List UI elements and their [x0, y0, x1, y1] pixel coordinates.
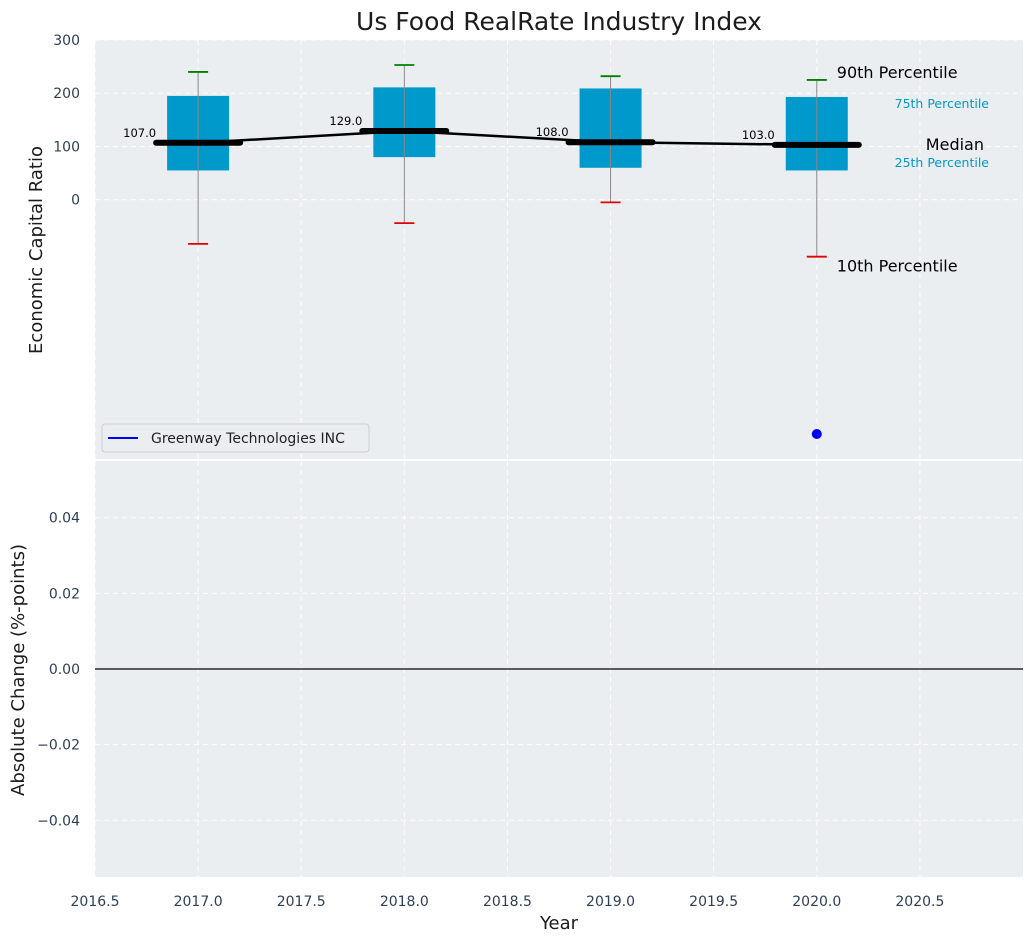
x-tick-label: 2018.5	[483, 894, 532, 910]
top-panel-background	[95, 40, 1023, 459]
top-panel: 300 200 100 0 107.0 129.0 108.0 103.0 90th Per…	[26, 33, 1023, 459]
p75-annotation: 75th Percentile	[895, 96, 990, 111]
median-value-label: 107.0	[123, 126, 156, 140]
box-group: 107.0	[123, 71, 244, 245]
bottom-y-tick-label: 0.04	[49, 511, 80, 527]
top-y-tick-label: 200	[53, 86, 80, 102]
bottom-y-tick-label: −0.02	[37, 738, 80, 754]
top-y-tick-label: 300	[53, 33, 80, 49]
top-y-tick-label: 0	[71, 193, 80, 209]
median-value-label: 103.0	[742, 128, 775, 142]
x-axis-title: Year	[539, 913, 579, 934]
bottom-y-tick-labels: 0.04 0.02 0.00 −0.02 −0.04	[37, 511, 80, 830]
legend-label: Greenway Technologies INC	[151, 431, 345, 447]
bottom-y-tick-label: 0.02	[49, 586, 80, 602]
bottom-panel: 0.04 0.02 0.00 −0.02 −0.04 Absolute Change (…	[8, 461, 1023, 877]
median-value-label: 129.0	[329, 114, 362, 128]
box-group: 129.0	[329, 64, 450, 225]
legend: Greenway Technologies INC	[101, 423, 370, 453]
percentile-annotations: 90th Percentile 75th Percentile Median25th…	[837, 63, 990, 276]
x-tick-label: 2019.5	[689, 894, 738, 910]
p10-annotation: 10th Percentile	[837, 257, 958, 276]
bottom-y-axis-title: Absolute Change (%-points)	[8, 544, 29, 796]
x-tick-label: 2016.5	[71, 894, 120, 910]
median-annotation: Median	[926, 135, 984, 154]
series-point	[811, 428, 822, 439]
x-tick-labels: 2016.5 2017.0 2017.5 2018.0 2018.5 2019.0 2019…	[71, 894, 945, 910]
median-trend-line	[198, 129, 817, 147]
x-tick-label: 2019.0	[586, 894, 635, 910]
company-series	[811, 428, 822, 439]
median-value-label: 108.0	[536, 125, 569, 139]
legend-frame	[101, 423, 370, 453]
x-tick-label: 2018.0	[380, 894, 429, 910]
bottom-y-tick-label: −0.04	[37, 813, 80, 829]
top-y-tick-label: 100	[53, 139, 80, 155]
x-tick-label: 2020.0	[792, 894, 841, 910]
top-y-tick-labels: 300 200 100 0	[53, 33, 80, 209]
x-tick-label: 2017.5	[277, 894, 326, 910]
x-tick-label: 2017.0	[174, 894, 223, 910]
top-y-axis-title: Economic Capital Ratio	[26, 146, 47, 354]
bottom-y-tick-label: 0.00	[49, 662, 80, 678]
p90-annotation: 90th Percentile	[837, 63, 958, 82]
x-tick-label: 2020.5	[895, 894, 944, 910]
p25-annotation: 25th Percentile	[895, 155, 990, 170]
chart-title: Us Food RealRate Industry Index	[356, 7, 762, 36]
median-trend-polyline	[198, 129, 817, 147]
